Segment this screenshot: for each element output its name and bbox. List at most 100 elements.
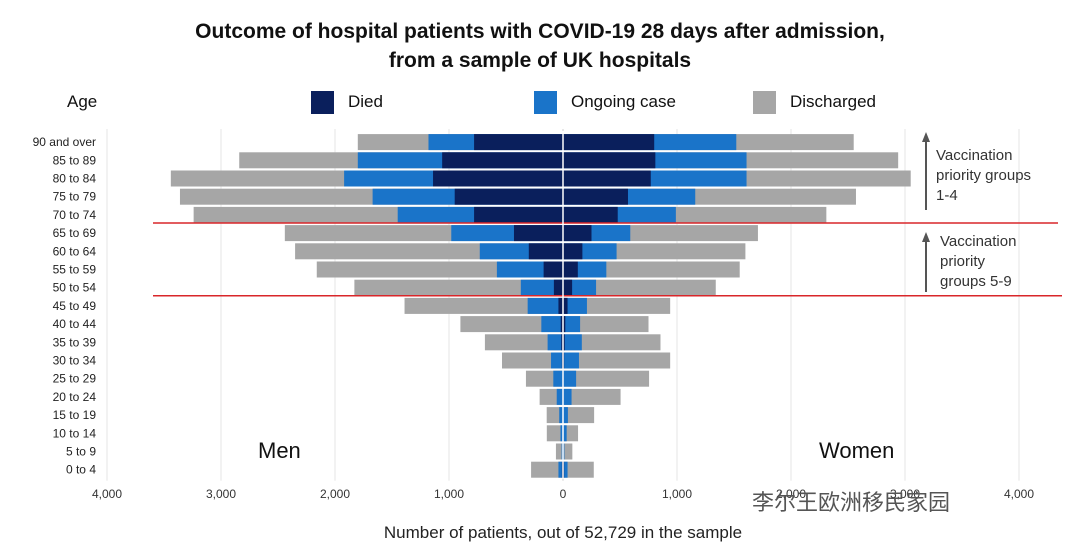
women-ongoing-bar [563,352,579,369]
men-ongoing-bar [560,425,563,442]
men-discharged-bar [460,316,563,333]
legend-swatch-ongoing [534,90,557,114]
age-axis-header: Age [67,92,98,111]
men-died-bar [553,279,563,296]
women-died-bar [563,316,566,333]
age-category-label: 60 to 64 [53,244,97,258]
legend-item-discharged: Discharged [753,90,876,114]
women-discharged-bar [563,407,595,424]
x-tick-label: 2,000 [776,487,806,501]
x-tick-label: 1,000 [434,487,464,501]
age-category-label: 70 to 74 [53,208,97,222]
women-ongoing-bar [563,370,577,387]
men-died-bar [543,261,563,278]
women-died-bar [563,243,583,260]
men-ongoing-bar [556,388,563,405]
men-died-bar [528,243,563,260]
men-died-bar [454,188,563,205]
vaccination-group-note-2-line-3: groups 5-9 [940,273,1012,290]
women-discharged-bar [563,352,671,369]
x-tick-label: 4,000 [1004,487,1034,501]
vaccination-group-note-1-line-3: 1-4 [936,187,958,204]
women-died-bar [563,225,592,242]
men-died-bar [474,134,563,151]
age-category-label: 25 to 29 [53,372,97,386]
women-died-bar [563,134,655,151]
x-tick-label: 4,000 [92,487,122,501]
women-discharged-bar [563,316,649,333]
men-discharged-bar [546,407,563,424]
women-discharged-bar [563,388,621,405]
x-tick-label: 0 [560,487,567,501]
women-discharged-bar [563,443,573,460]
men-discharged-bar [354,279,563,296]
men-ongoing-bar [527,297,563,314]
women-discharged-bar [563,279,716,296]
women-died-bar [563,297,568,314]
vaccination-group-note-2-line-1: Vaccination [940,233,1017,250]
men-side-label: Men [258,438,301,463]
x-tick-label: 1,000 [662,487,692,501]
vaccination-group-note-1-line-2: priority groups [936,167,1032,184]
women-died-bar [563,206,618,223]
men-died-bar [560,316,563,333]
men-discharged-bar [555,443,563,460]
men-discharged-bar [531,461,563,478]
men-discharged-bar [404,297,563,314]
age-category-label: 20 to 24 [53,390,97,404]
legend-item-ongoing: Ongoing case [534,90,676,114]
grid-layer [106,129,1020,481]
age-category-label: 90 and over [33,135,96,149]
men-died-bar [558,297,563,314]
women-ongoing-bar [563,461,568,478]
legend-swatch-died [311,90,334,114]
group-1-arrow-head [922,132,930,142]
age-category-label: 35 to 39 [53,335,97,349]
vaccination-group-note-1: Vaccination priority groups 1-4 [936,146,1031,206]
men-died-bar [513,225,563,242]
men-discharged-bar [484,334,563,351]
age-category-label: 65 to 69 [53,226,97,240]
women-ongoing-bar [563,334,582,351]
women-discharged-bar [563,334,661,351]
men-ongoing-bar [558,461,563,478]
men-died-bar [474,206,563,223]
men-ongoing-bar [541,316,563,333]
men-died-bar [442,152,563,169]
women-died-bar [563,261,578,278]
group-2-arrow-head [922,232,930,242]
men-died-bar [433,170,563,187]
age-category-label: 85 to 89 [53,153,97,167]
men-discharged-bar [546,425,563,442]
legend-swatch-discharged [753,90,776,114]
women-ongoing-bar [563,407,568,424]
x-axis-label: Number of patients, out of 52,729 in the… [384,523,742,542]
age-category-label: 50 to 54 [53,281,97,295]
women-ongoing-bar [563,425,567,442]
women-died-bar [563,188,628,205]
men-ongoing-bar [520,279,563,296]
women-discharged-bar [563,370,650,387]
men-died-bar [561,334,563,351]
men-ongoing-bar [551,352,563,369]
men-discharged-bar [502,352,563,369]
women-ongoing-bar [563,297,587,314]
women-discharged-bar [563,425,579,442]
legend-label-discharged: Discharged [790,92,876,111]
women-died-bar [563,152,656,169]
men-ongoing-bar [553,370,563,387]
age-category-label: 40 to 44 [53,317,97,331]
age-category-label: 45 to 49 [53,299,97,313]
bar-layer [170,134,911,478]
chart-title-line-1: Outcome of hospital patients with COVID-… [195,20,885,43]
legend-label-died: Died [348,92,383,111]
women-discharged-bar [563,297,671,314]
men-ongoing-bar [547,334,563,351]
women-died-bar [563,170,651,187]
label-layer: 4,000 3,000 2,000 1,000 0 1,000 2,000 3,000 4,00… [33,135,1035,542]
x-tick-label: 2,000 [320,487,350,501]
vaccination-group-note-2: Vaccination priority groups 5-9 [940,232,1016,292]
chart-title-line-2: from a sample of UK hospitals [388,49,692,72]
women-discharged-bar [563,261,740,278]
